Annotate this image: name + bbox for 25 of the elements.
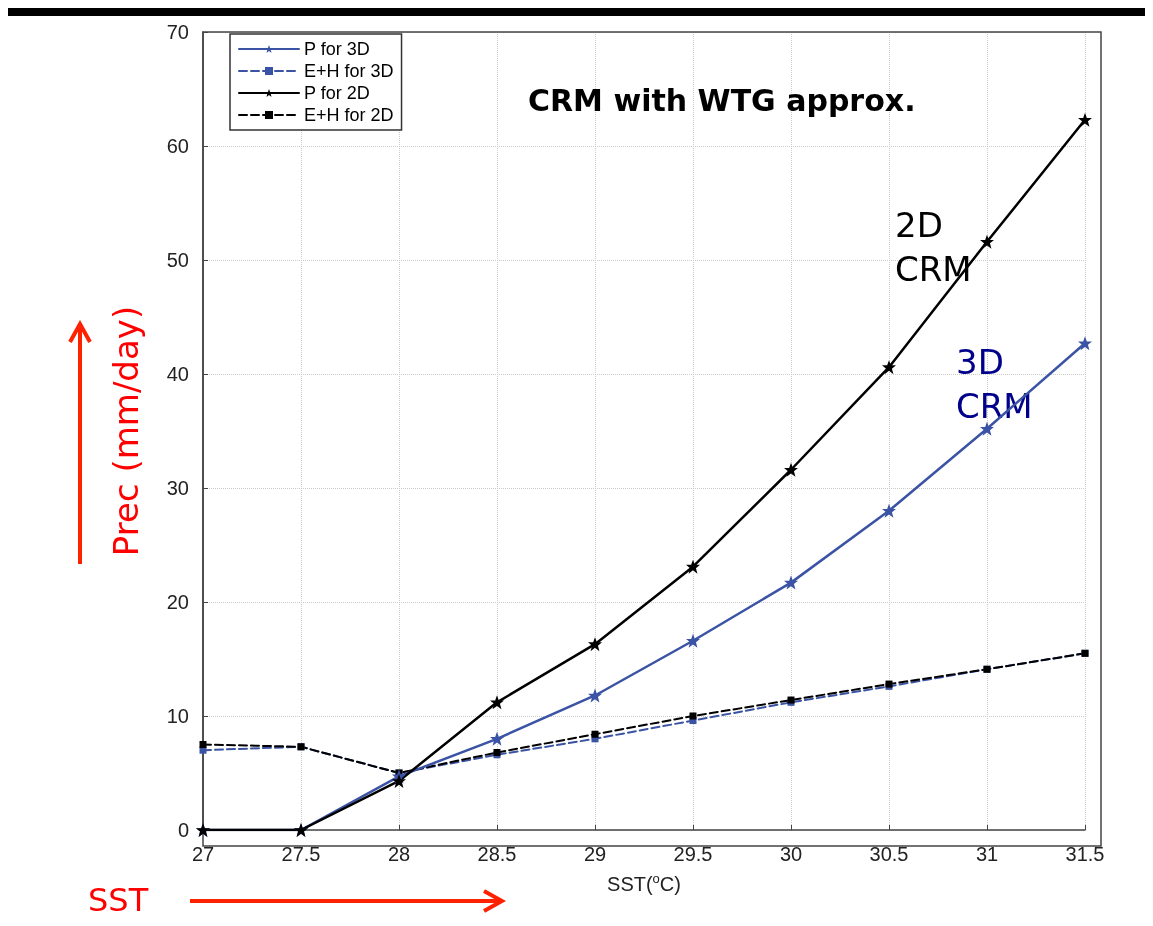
x-tick-label: 28.5 <box>477 843 517 865</box>
y-tick-label: 20 <box>166 591 189 613</box>
x-tick-label: 29 <box>583 843 607 865</box>
legend-label: P for 3D <box>304 39 370 59</box>
x-tick-label: 30 <box>779 843 803 865</box>
y-tick-label: 0 <box>177 819 189 841</box>
text: CRM with WTG approx. <box>528 82 916 118</box>
y-tick-label: 10 <box>166 705 189 727</box>
legend-label: E+H for 3D <box>304 61 394 81</box>
y-tick-label: 70 <box>166 21 189 43</box>
x-tick-label: 28 <box>387 843 411 865</box>
x-tick-label: 27.5 <box>281 843 321 865</box>
x-tick-label: 30.5 <box>869 843 909 865</box>
y-axis-title: Prec (mm/day) <box>106 305 146 557</box>
y-tick-label: 30 <box>166 477 189 499</box>
x-tick-label: 31.5 <box>1065 843 1105 865</box>
y-tick-label: 60 <box>166 135 189 157</box>
text: SST <box>88 881 149 919</box>
x-tick-label: 29.5 <box>673 843 713 865</box>
x-tick-label: 31 <box>975 843 999 865</box>
legend-label: P for 2D <box>304 83 370 103</box>
x-tick-label: 27 <box>191 843 215 865</box>
y-tick-label: 50 <box>166 249 189 271</box>
y-tick-label: 40 <box>166 363 189 385</box>
legend-label: E+H for 2D <box>304 105 394 125</box>
